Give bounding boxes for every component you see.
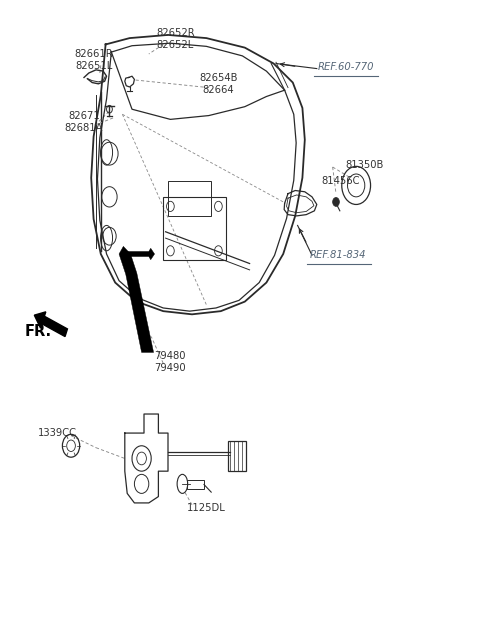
Text: 82652R
82652L: 82652R 82652L: [156, 29, 194, 50]
Text: 81456C: 81456C: [322, 176, 360, 186]
Text: 79480
79490: 79480 79490: [155, 351, 186, 373]
Text: REF.60-770: REF.60-770: [317, 62, 374, 72]
Text: 82654B
82664: 82654B 82664: [199, 73, 238, 95]
Bar: [163, 197, 226, 260]
Polygon shape: [119, 246, 154, 352]
Text: 82671
82681A: 82671 82681A: [65, 111, 103, 133]
Text: 82661R
82651L: 82661R 82651L: [74, 50, 113, 71]
Bar: [228, 441, 246, 471]
Text: FR.: FR.: [25, 324, 52, 339]
Bar: [187, 480, 204, 489]
FancyArrow shape: [35, 312, 67, 337]
Text: REF.81-834: REF.81-834: [310, 250, 367, 260]
Polygon shape: [126, 248, 155, 260]
Text: 1125DL: 1125DL: [187, 503, 226, 513]
Text: 81350B: 81350B: [346, 160, 384, 170]
Bar: [168, 181, 211, 216]
Text: 1339CC: 1339CC: [38, 428, 77, 438]
Circle shape: [333, 197, 339, 206]
